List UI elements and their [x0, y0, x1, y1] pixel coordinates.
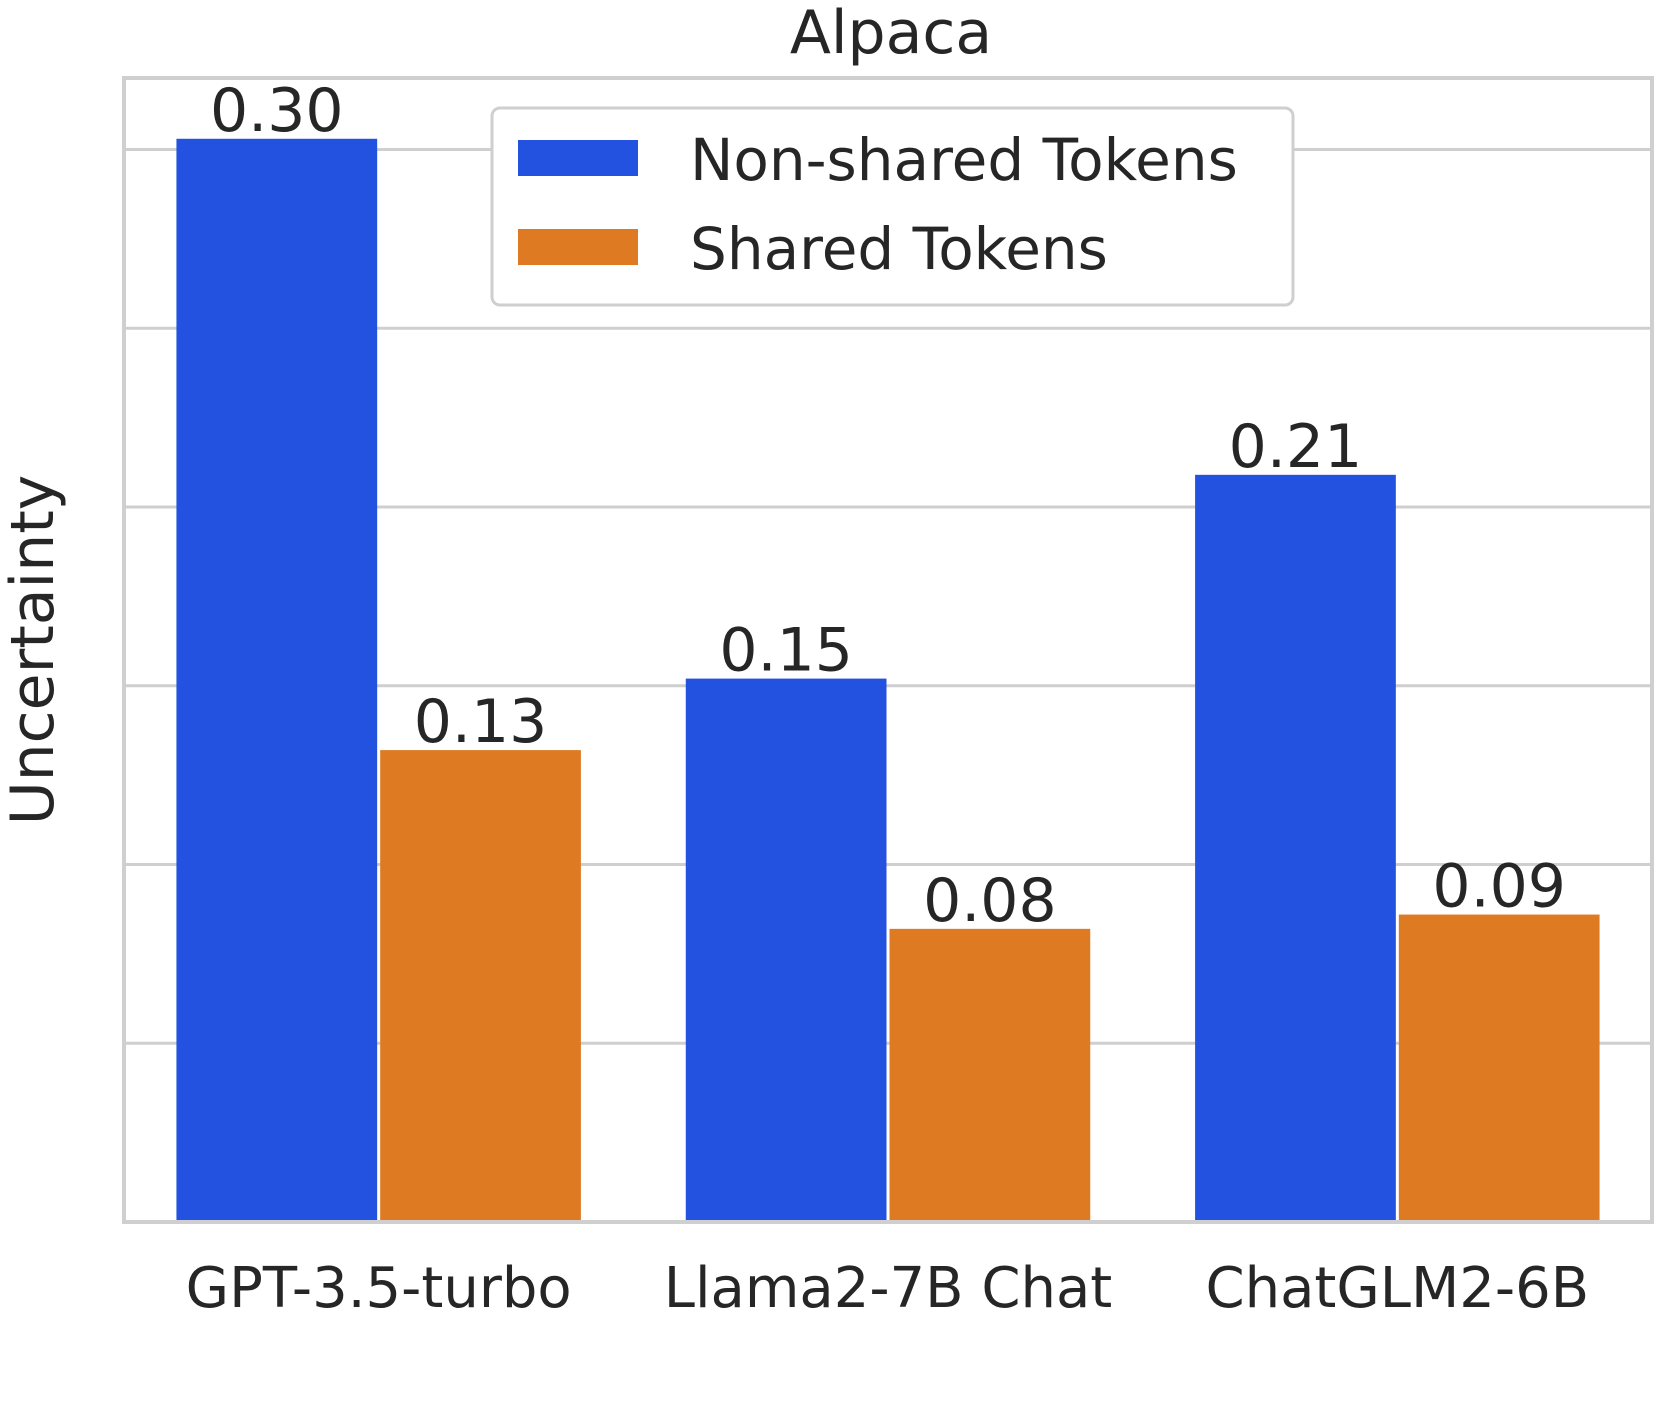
chart-title: Alpaca: [790, 0, 992, 68]
legend-swatch-shared: [518, 229, 638, 265]
plot-frame: [122, 76, 1654, 1224]
data-label: 0.30: [210, 76, 344, 146]
bar-gpt-3-5-turbo-shared: [380, 750, 581, 1222]
bars: [176, 138, 1600, 1222]
x-tick-label: Llama2-7B Chat: [664, 1256, 1113, 1321]
legend-label-non-shared: Non-shared Tokens: [690, 126, 1238, 194]
bar-chatglm2-6b-non-shared: [1195, 474, 1396, 1222]
x-tick-label: ChatGLM2-6B: [1205, 1256, 1589, 1321]
bar-llama2-7b-chat-non-shared: [685, 678, 887, 1222]
legend-label-shared: Shared Tokens: [690, 215, 1108, 283]
x-tick-labels: GPT-3.5-turbo Llama2-7B Chat ChatGLM2-6B: [186, 1256, 1589, 1321]
legend: Non-shared Tokens Shared Tokens: [490, 106, 1295, 307]
data-label: 0.09: [1432, 852, 1566, 922]
y-axis-label: Uncertainty: [0, 475, 68, 826]
data-label: 0.21: [1229, 412, 1363, 482]
bar-gpt-3-5-turbo-non-shared: [176, 138, 378, 1222]
data-label: 0.13: [414, 687, 548, 757]
bar-chatglm2-6b-shared: [1398, 914, 1600, 1222]
x-tick-label: GPT-3.5-turbo: [186, 1256, 572, 1321]
bar-llama2-7b-chat-shared: [889, 928, 1091, 1222]
data-labels: 0.30 0.13 0.15 0.08 0.21 0.09: [210, 76, 1566, 936]
data-label: 0.08: [923, 866, 1057, 936]
legend-swatch-non-shared: [518, 140, 638, 176]
data-label: 0.15: [719, 616, 853, 686]
legend-box: [490, 106, 1295, 307]
